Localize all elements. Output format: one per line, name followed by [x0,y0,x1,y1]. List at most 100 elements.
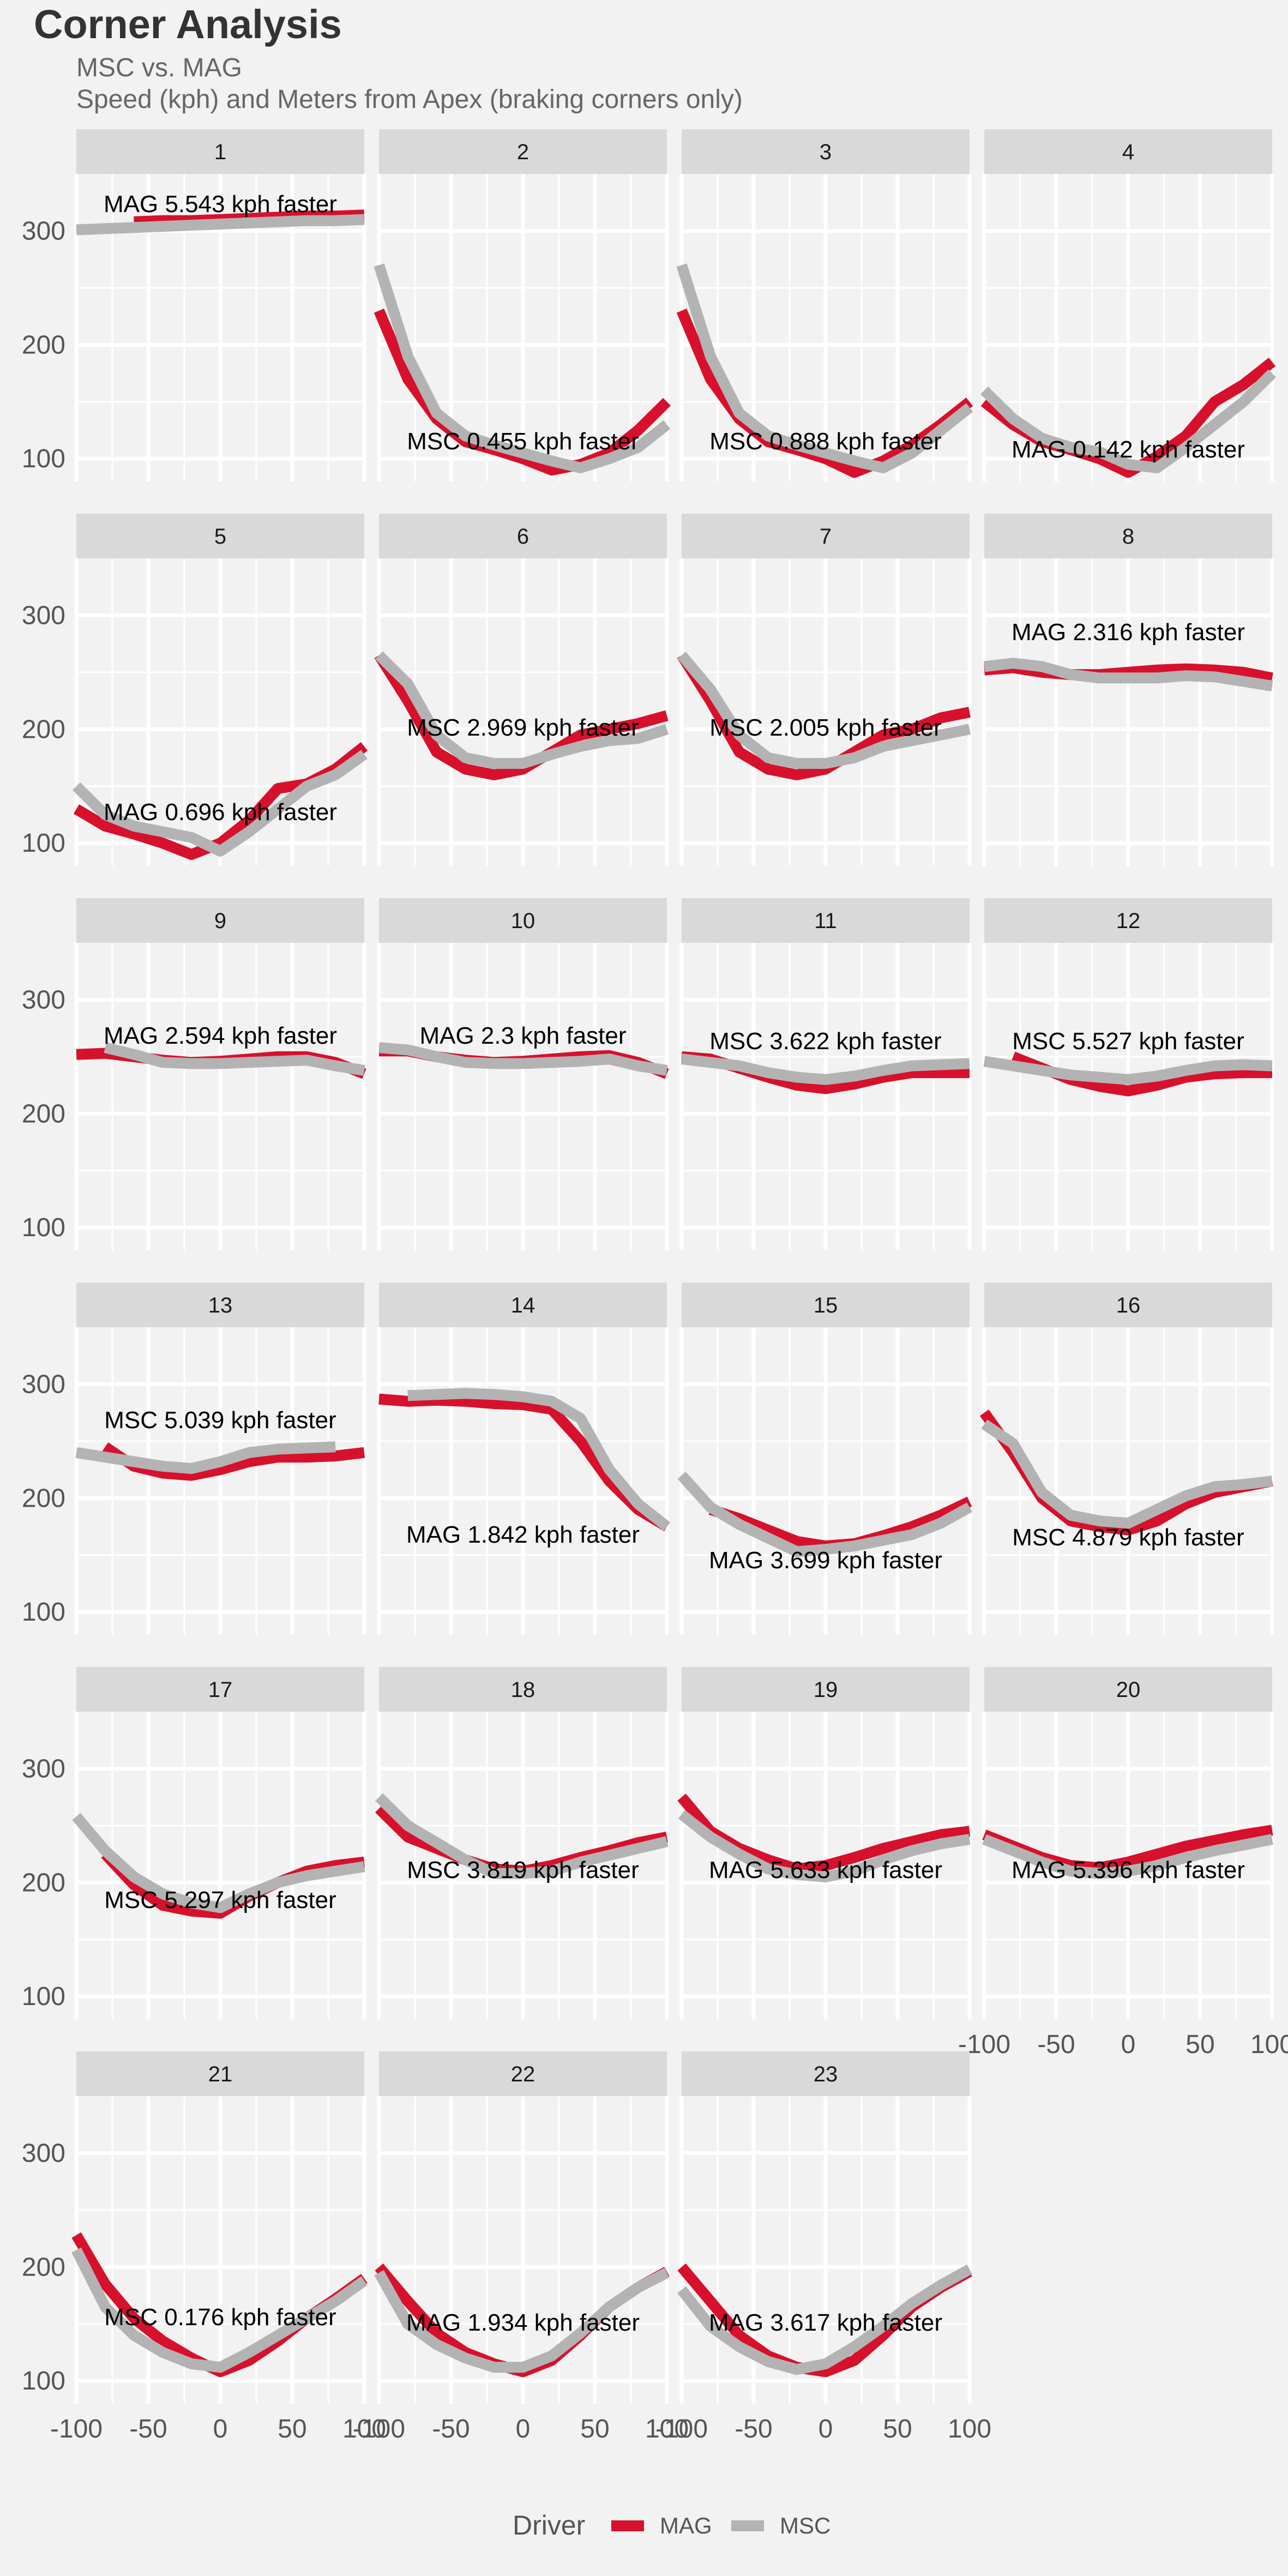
panel-strip [984,514,1272,558]
panel-strip-label: 17 [208,1678,233,1702]
series-line-msc [374,263,671,473]
panel-annotation: MSC 3.622 kph faster [709,1028,942,1055]
panel-strip [682,129,970,174]
y-tick-label: 200 [22,330,65,359]
panel-strip-label: 10 [511,909,535,933]
x-tick-label: 50 [883,2415,912,2443]
panel-strip [379,1667,667,1712]
y-tick-label: 100 [22,444,65,473]
panel-annotation: MAG 3.617 kph faster [709,2309,942,2336]
panel-8: 8 MAG 2.316 kph faster [982,514,1274,866]
panel-strip [379,2051,667,2096]
series-line-msc [677,652,971,769]
chart-subtitle-2: Speed (kph) and Meters from Apex (brakin… [76,85,743,114]
x-tick-label: -50 [1037,2030,1075,2059]
series-line-mag [102,1442,365,1481]
panel-10: 10 MAG 2.3 kph faster [377,898,669,1250]
panel-strip [76,1283,364,1327]
panel-2: 2 MSC 0.455 kph faster [374,129,671,482]
panel-strip-label: 19 [814,1678,838,1702]
x-tick-label: 100 [645,2415,689,2443]
x-tick-label: -100 [655,2415,708,2443]
x-tick-label: -50 [735,2415,772,2443]
panel-18: 18 MSC 3.819 kph faster [375,1667,669,2019]
series-line-msc [378,1042,668,1076]
panel-19: 19 MAG 5.633 kph faster [677,1667,972,2019]
panel-strip [379,514,667,558]
series-line-msc [76,214,365,236]
panel-strip [76,1667,364,1712]
panel-strip-label: 1 [214,140,226,164]
panel-annotation: MAG 3.699 kph faster [709,1547,942,1574]
x-tick-label: 50 [278,2415,306,2443]
series-line-msc [71,2247,368,2373]
panel-strip-label: 5 [214,525,226,549]
panel-strip-label: 2 [517,140,529,164]
chart-subtitle-1: MSC vs. MAG [76,53,242,82]
x-tick-label: 0 [1121,2030,1136,2059]
series-line-msc [681,1054,970,1085]
panel-strip-label: 23 [814,2062,838,2086]
x-tick-label: 50 [1185,2030,1214,2059]
y-tick-label: 100 [22,1982,65,2011]
panel-strip-label: 22 [511,2062,535,2086]
y-tick-label: 200 [22,2253,65,2282]
panel-strip-label: 16 [1116,1293,1141,1317]
series-line-msc [983,658,1273,691]
x-tick-label: 100 [342,2415,386,2443]
panel-strip-label: 14 [511,1293,535,1317]
panel-annotation: MSC 5.039 kph faster [104,1407,336,1434]
panel-11: 11 MSC 3.622 kph faster [679,898,972,1250]
panel-annotation: MAG 2.3 kph faster [419,1022,626,1049]
panel-annotation: MSC 4.879 kph faster [1012,1524,1244,1551]
series-line-msc [678,1810,971,1882]
panel-strip [379,898,667,943]
panel-14: 14 MAG 1.842 kph faster [377,1283,671,1635]
panel-strip-label: 12 [1116,909,1141,933]
panel-strip [682,898,970,943]
legend-title: Driver [513,2510,585,2541]
panel-annotation: MAG 1.842 kph faster [406,1521,640,1548]
series-line-msc [980,369,1277,473]
panel-7: 7 MSC 2.005 kph faster [677,514,972,866]
panel-17: 17 MSC 5.297 kph faster 100 200 300 [22,1667,366,2019]
legend-label: MAG [660,2513,712,2538]
legend-label: MSC [780,2513,830,2538]
panel-strip-label: 8 [1122,525,1134,549]
panel-annotation: MAG 5.543 kph faster [104,191,337,218]
panel-annotation: MSC 2.969 kph faster [407,714,639,741]
series-line-msc [677,1471,972,1557]
panel-strip [984,898,1272,943]
x-tick-label: 0 [818,2415,833,2443]
panel-strip-label: 9 [214,909,226,933]
legend: Driver MAG MSC [513,2506,830,2545]
panel-strip-label: 15 [814,1293,838,1317]
x-tick-label: -100 [353,2415,405,2443]
panel-annotation: MSC 0.455 kph faster [407,428,639,455]
x-tick-label: 0 [213,2415,228,2443]
panel-annotation: MSC 3.819 kph faster [407,1857,639,1883]
series-line-msc [104,1042,365,1076]
panel-strip-label: 20 [1116,1678,1141,1702]
panel-annotation: MSC 5.297 kph faster [104,1887,336,1913]
panel-annotation: MAG 0.696 kph faster [104,799,337,826]
panel-9: 9 MAG 2.594 kph faster 100 200 300 [22,898,366,1250]
y-tick-label: 200 [22,1099,65,1128]
panel-22: 22 MAG 1.934 kph faster -100 -50 0 50 100 [353,2051,689,2443]
panel-annotation: MAG 1.934 kph faster [406,2309,640,2336]
x-tick-label: -50 [432,2415,470,2443]
series-line-mag [374,652,669,780]
panel-annotation: MAG 5.633 kph faster [709,1857,942,1883]
series-line-msc [375,1793,669,1879]
series-line-msc [75,1441,336,1474]
panel-strip [682,1283,970,1327]
y-tick-label: 300 [22,1370,65,1399]
y-tick-label: 100 [22,1213,65,1242]
panel-annotation: MAG 5.396 kph faster [1012,1857,1245,1883]
y-tick-label: 300 [22,601,65,630]
panel-strip-label: 18 [511,1678,535,1702]
chart-title: Corner Analysis [34,2,342,47]
panel-strip [984,1283,1272,1327]
panel-strip [984,1667,1272,1712]
